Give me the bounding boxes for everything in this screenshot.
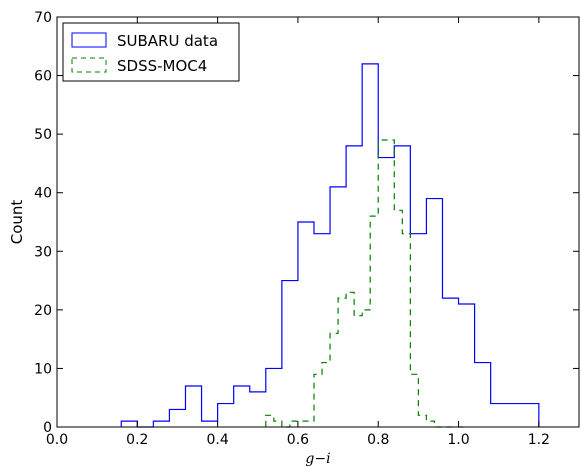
y-tick-label: 20 xyxy=(34,303,52,319)
x-tick-label: 0.4 xyxy=(206,432,228,448)
x-tick-label: 1.0 xyxy=(447,432,469,448)
x-tick-label: 1.2 xyxy=(528,432,550,448)
y-axis-label: Count xyxy=(8,200,26,245)
plot-frame xyxy=(56,16,580,428)
x-tick-label: 0.2 xyxy=(126,432,148,448)
legend: SUBARU data SDSS-MOC4 xyxy=(62,22,240,82)
y-axis: 0 10 20 30 40 50 60 70 xyxy=(34,10,579,436)
y-tick-label: 50 xyxy=(34,127,52,143)
legend-swatch-sdss xyxy=(71,57,107,73)
legend-label-subaru: SUBARU data xyxy=(117,32,218,50)
x-axis-label: g−i xyxy=(305,451,330,467)
y-tick-label: 30 xyxy=(34,244,52,260)
series-sdss-outline xyxy=(265,139,467,428)
y-tick-label: 0 xyxy=(43,420,52,436)
y-tick-label: 70 xyxy=(34,10,52,26)
y-tick-label: 60 xyxy=(34,69,52,85)
series-layer xyxy=(120,63,540,428)
x-tick-label: 0.6 xyxy=(287,432,309,448)
x-tick-label: 0.8 xyxy=(367,432,389,448)
x-axis: 0.0 0.2 0.4 0.6 0.8 1.0 1.2 xyxy=(46,17,550,448)
plot-background xyxy=(57,17,579,427)
legend-label-sdss: SDSS-MOC4 xyxy=(117,57,207,75)
x-tick-label: 0.0 xyxy=(46,432,68,448)
series-subaru-outline xyxy=(120,63,540,428)
legend-swatch-subaru xyxy=(71,32,107,48)
y-tick-label: 10 xyxy=(34,361,52,377)
y-tick-label: 40 xyxy=(34,186,52,202)
